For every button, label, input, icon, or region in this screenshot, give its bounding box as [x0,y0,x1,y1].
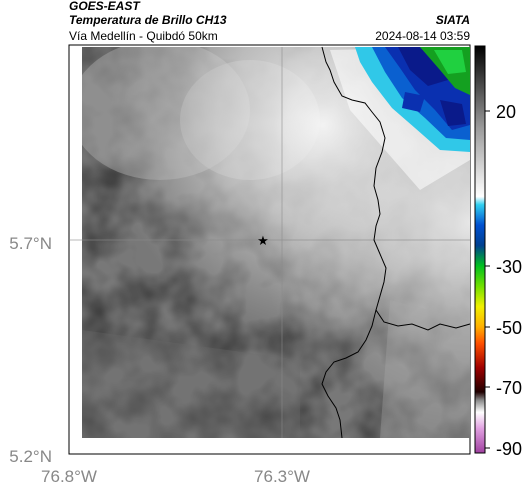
brightness-temperature-image [82,47,470,438]
department-boundary [321,46,471,439]
product-title: Temperatura de Brillo CH13 [69,13,227,27]
organization-label: SIATA [435,13,470,27]
colorbar-tick-label: -30 [496,257,522,277]
x-tick-label: 76.3°W [254,467,310,486]
graticule [69,47,470,438]
colorbar-tick-label: 20 [496,102,516,122]
colorbar-tick-label: -50 [496,318,522,338]
satellite-name: GOES-EAST [69,0,140,13]
y-tick-label: 5.2°N [9,447,52,466]
region-subtitle: Vía Medellín - Quibdó 50km [69,29,218,43]
location-star-marker: ★ [257,233,269,248]
colorbar-tick-label: -90 [496,439,522,459]
colorbar: 20 -30 -50 -70 -90 [474,45,522,459]
y-tick-label: 5.7°N [9,234,52,253]
colorbar-tick-label: -70 [496,378,522,398]
timestamp-label: 2024-08-14 03:59 [375,29,470,43]
x-tick-label: 76.8°W [41,467,97,486]
